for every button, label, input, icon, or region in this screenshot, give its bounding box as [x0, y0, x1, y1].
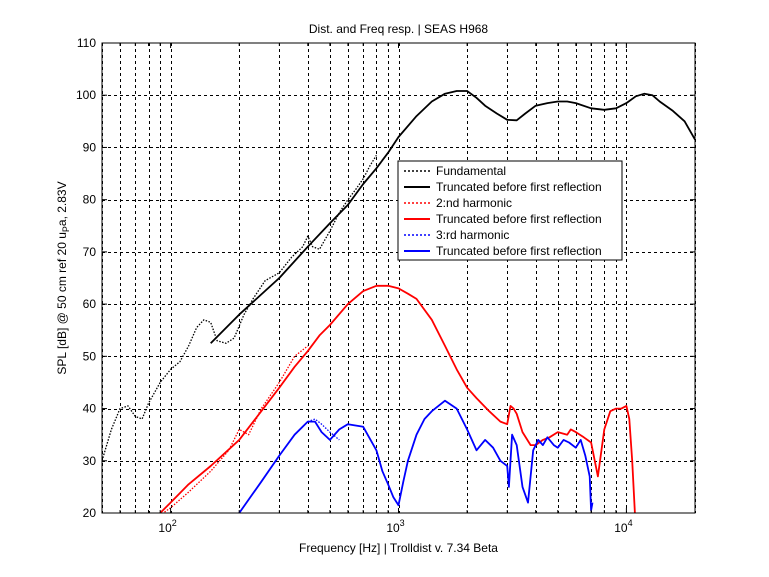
legend: Fundamental Truncated before first reflec… — [397, 160, 623, 261]
y-tick-label: 50 — [83, 349, 97, 363]
legend-label: Truncated before first reflection — [436, 180, 602, 194]
legend-label: 2:nd harmonic — [436, 196, 512, 210]
x-tick-label: 104 — [614, 518, 632, 535]
y-tick-label: 110 — [77, 36, 96, 50]
tick-layer: 20 30 40 50 60 70 80 90 100 110 102 103 104 — [76, 36, 695, 535]
series-line-2 — [210, 90, 695, 344]
x-tick-label: 102 — [158, 518, 176, 535]
y-tick-label: 20 — [83, 506, 97, 520]
series-line-4 — [159, 284, 636, 513]
legend-label: Truncated before first reflection — [436, 212, 602, 226]
x-axis-label: Frequency [Hz] | Trolldist v. 7.34 Beta — [299, 541, 498, 555]
legend-label: Fundamental — [436, 164, 506, 178]
y-tick-label: 60 — [83, 297, 97, 311]
y-tick-label: 100 — [76, 88, 96, 102]
y-tick-label: 90 — [83, 140, 97, 154]
series-layer — [102, 90, 695, 513]
series-line-1 — [102, 154, 377, 461]
legend-box — [397, 160, 623, 261]
y-tick-label: 30 — [83, 454, 97, 468]
y-tick-label: 40 — [83, 402, 97, 416]
plot-area — [102, 43, 695, 513]
series-line-5 — [307, 418, 340, 441]
y-tick-label: 70 — [83, 245, 97, 259]
x-tick-label: 103 — [386, 518, 404, 535]
legend-label: Truncated before first reflection — [436, 244, 602, 258]
series-line-6 — [238, 399, 594, 513]
y-axis-label: SPL [dB] @ 50 cm ref 20 uPa, 2.83V — [55, 181, 71, 374]
y-tick-label: 80 — [83, 193, 97, 207]
chart-title: Dist. and Freq resp. | SEAS H968 — [309, 22, 489, 36]
legend-label: 3:rd harmonic — [436, 228, 509, 242]
